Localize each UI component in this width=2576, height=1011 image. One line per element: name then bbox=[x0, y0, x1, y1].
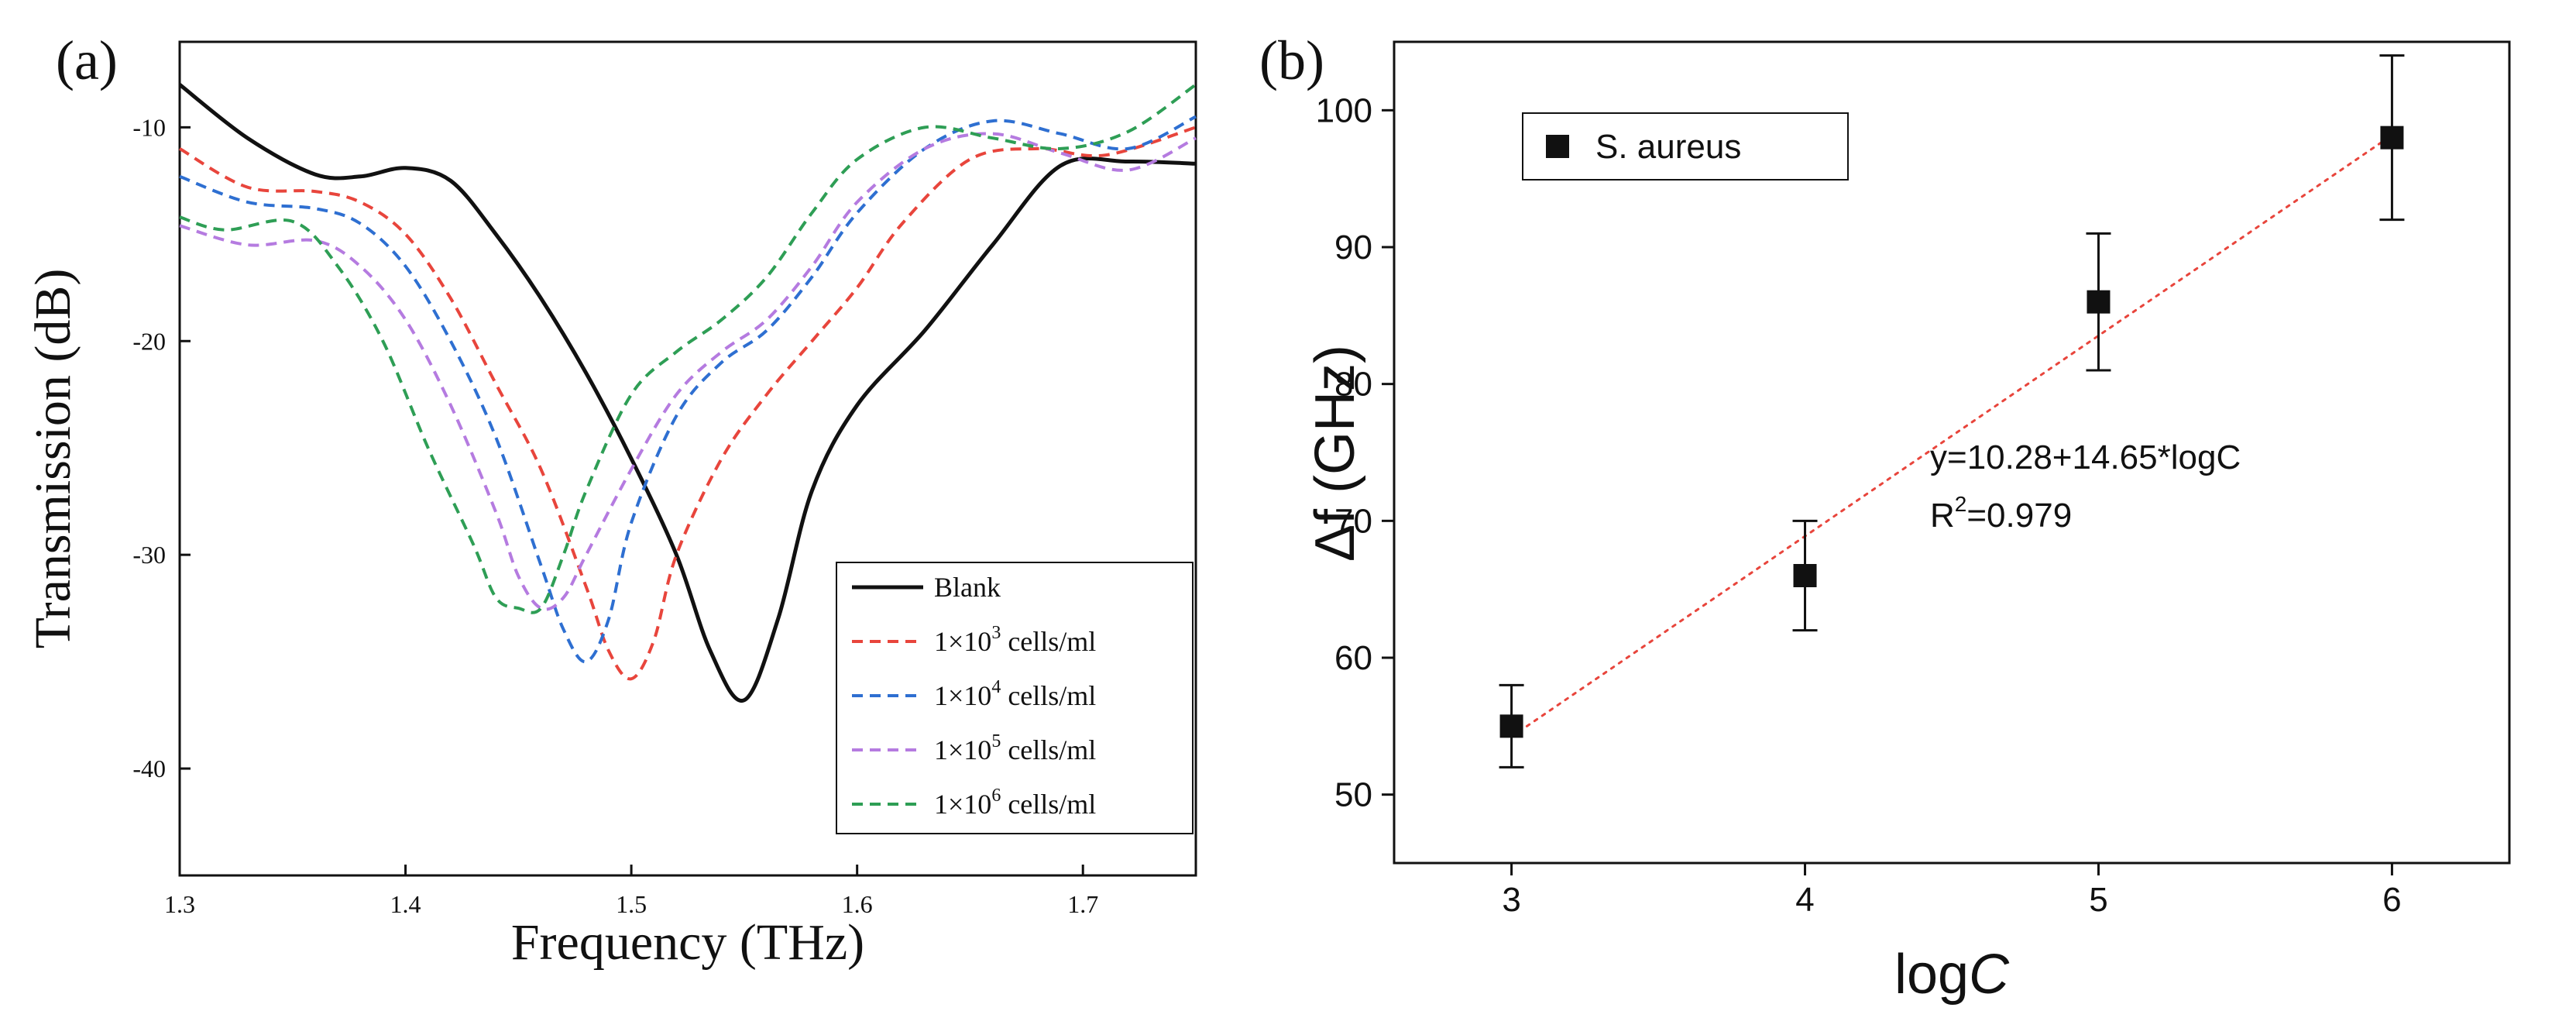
panel-a-x-axis-label: Frequency (THz) bbox=[511, 914, 864, 971]
panel-a-legend-label-2: 1×104 cells/ml bbox=[934, 677, 1096, 711]
panel-a-label: (a) bbox=[56, 29, 118, 91]
panel-a-series-line-1 bbox=[179, 126, 1197, 681]
panel-a-x-tick-label: 1.5 bbox=[616, 890, 647, 918]
panel-b-legend-label: S. aureus bbox=[1595, 128, 1741, 166]
panel-a: (a) 1.3 1.4 1.5 1.6 1.7 -10 -20 -30 -40 Frequenc… bbox=[25, 29, 1197, 971]
panel-b-legend-marker-square bbox=[1546, 135, 1569, 158]
panel-a-series-line-4 bbox=[179, 83, 1197, 614]
r2-exponent: 2 bbox=[1955, 492, 1967, 516]
panel-a-legend: Blank 1×103 cells/ml 1×104 cells/ml 1×105 c… bbox=[836, 562, 1194, 834]
panel-b-data-point bbox=[2087, 290, 2111, 314]
panel-b-legend: S. aureus bbox=[1522, 112, 1849, 181]
panel-a-y-tick-label: -30 bbox=[132, 541, 166, 569]
panel-b-data-point bbox=[1793, 564, 1817, 587]
panel-b-y-axis-label: Δf (GHz) bbox=[1304, 345, 1366, 562]
panel-b-r-squared: R2=0.979 bbox=[1930, 492, 2072, 535]
panel-b-x-axis-label-main: log bbox=[1894, 944, 1969, 1006]
panel-b-x-axis-label: logC bbox=[1894, 944, 2010, 1006]
panel-a-legend-label-4: 1×106 cells/ml bbox=[934, 786, 1096, 820]
panel-a-legend-box bbox=[836, 562, 1194, 834]
panel-a-tick-labels: 1.3 1.4 1.5 1.6 1.7 -10 -20 -30 -40 bbox=[132, 113, 1098, 918]
panel-a-ticks bbox=[178, 126, 1084, 875]
panel-a-x-tick-label: 1.4 bbox=[390, 890, 421, 918]
panel-b-x-tick-label: 3 bbox=[1502, 881, 1520, 919]
panel-b-y-tick-label: 90 bbox=[1334, 229, 1372, 267]
panel-a-y-tick-label: -40 bbox=[132, 755, 166, 782]
panel-a-y-axis-label: Transmission (dB) bbox=[25, 269, 81, 649]
panel-b-fit-line bbox=[1510, 133, 2393, 738]
panel-b-y-tick-label: 100 bbox=[1316, 91, 1372, 129]
panel-a-x-tick-label: 1.7 bbox=[1067, 890, 1098, 918]
panel-b-y-tick-label: 50 bbox=[1334, 776, 1372, 814]
panel-b-label: (b) bbox=[1259, 29, 1324, 91]
panel-a-x-tick-label: 1.3 bbox=[164, 890, 195, 918]
panel-b-data-points bbox=[1499, 54, 2405, 769]
r2-value: =0.979 bbox=[1966, 497, 2072, 535]
panel-a-series-line-2 bbox=[179, 115, 1197, 664]
panel-a-series-line-3 bbox=[179, 132, 1197, 611]
panel-b-ticks bbox=[1382, 108, 2393, 875]
panel-b-x-axis-label-var: C bbox=[1969, 944, 2010, 1006]
panel-a-plot-frame bbox=[178, 40, 1197, 877]
panel-b-x-tick-label: 5 bbox=[2089, 881, 2107, 919]
panel-a-series-line-0 bbox=[178, 83, 1197, 703]
panel-a-x-tick-label: 1.6 bbox=[842, 890, 873, 918]
panel-b: (b) 3 4 5 6 50 60 70 80 90 100 logC Δf (GHz) S. a… bbox=[1259, 29, 2511, 1006]
panel-b-data-point bbox=[1499, 714, 1523, 738]
panel-a-legend-label-3: 1×105 cells/ml bbox=[934, 731, 1096, 765]
panel-b-x-tick-label: 6 bbox=[2382, 881, 2401, 919]
panel-b-plot-frame bbox=[1393, 40, 2511, 865]
panel-b-fit-equation: y=10.28+14.65*logC bbox=[1930, 438, 2241, 476]
panel-a-legend-label-0: Blank bbox=[934, 572, 1001, 603]
panel-b-y-tick-label: 80 bbox=[1334, 366, 1372, 404]
panel-a-series-lines bbox=[178, 83, 1197, 703]
panel-a-legend-label-1: 1×103 cells/ml bbox=[934, 623, 1096, 657]
panel-b-y-tick-label: 60 bbox=[1334, 639, 1372, 677]
panel-b-legend-box bbox=[1522, 112, 1849, 181]
panel-b-tick-labels: 3 4 5 6 50 60 70 80 90 100 bbox=[1316, 91, 2402, 919]
panel-b-x-tick-label: 4 bbox=[1795, 881, 1814, 919]
panel-a-y-tick-label: -20 bbox=[132, 327, 166, 355]
r2-prefix: R bbox=[1930, 497, 1955, 535]
panel-a-y-tick-label: -10 bbox=[132, 113, 166, 141]
panel-b-data-point bbox=[2380, 126, 2404, 150]
panel-b-fit-line-group bbox=[1510, 133, 2393, 738]
panel-b-y-tick-label: 70 bbox=[1334, 502, 1372, 540]
